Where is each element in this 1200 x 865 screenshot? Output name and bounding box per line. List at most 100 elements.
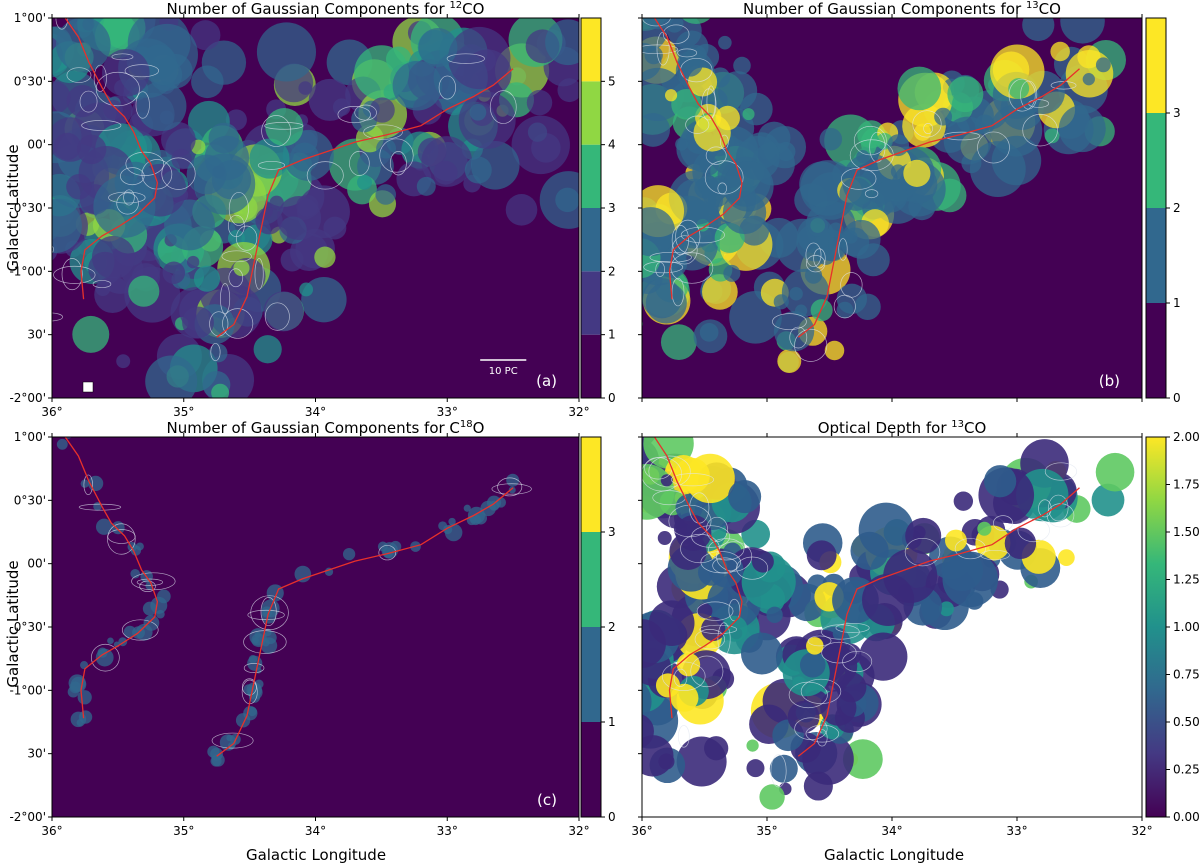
x-tick-label: 34° — [305, 824, 326, 838]
x-tick-label: 32° — [1131, 824, 1152, 838]
y-tick-label: -0°30' — [9, 620, 46, 634]
colorbar-segment — [581, 532, 601, 627]
panel-b: Number of Gaussian Components for 13CO (b… — [638, 0, 1181, 405]
panel-title: Number of Gaussian Components for 12CO — [167, 0, 485, 18]
x-tick-label: 34° — [881, 824, 902, 838]
colorbar-tick-label: 3 — [608, 525, 616, 539]
y-tick-label: 00' — [27, 138, 46, 152]
colorbar-tick-label: 0.25 — [1173, 763, 1200, 777]
colorbar-tick-label: 3 — [1173, 106, 1181, 120]
colorbar-tick-label: 0 — [608, 810, 616, 824]
colorbar-tick-label: 1.75 — [1173, 478, 1200, 492]
colorbar-segment — [1146, 18, 1166, 113]
panel-d: 36° 35° 34° 33° 32° Optical Depth for 13CO (d)… — [631, 419, 1200, 838]
y-tick-label: 00' — [27, 557, 46, 571]
y-tick-label: 0°30' — [14, 493, 46, 507]
y-tick-label: 30' — [27, 328, 46, 342]
map-image — [642, 437, 1142, 817]
y-tick-label: -2°00' — [9, 391, 46, 405]
filament-line — [216, 68, 514, 338]
colorbar-tick-label: 1 — [608, 715, 616, 729]
x-tick-label: 35° — [756, 824, 777, 838]
colorbar-segment — [1146, 303, 1166, 398]
beam-marker — [82, 381, 94, 393]
colorbar-segment — [581, 144, 601, 208]
y-tick-label: -1°00' — [9, 264, 46, 278]
colorbar-tick-label: 4 — [608, 138, 616, 152]
filament-line — [653, 18, 743, 300]
colorbar-tick-label: 1.25 — [1173, 573, 1200, 587]
map-image — [642, 18, 1142, 398]
panel-label: (b) — [1099, 372, 1120, 390]
colorbar-tick-label: 2 — [608, 264, 616, 278]
filament-line — [216, 487, 514, 757]
x-tick-label: 36° — [41, 405, 62, 419]
colorbar-tick-label: 0 — [1173, 391, 1181, 405]
colorbar-tick-label: 1 — [608, 328, 616, 342]
colorbar-tick-label: 1.50 — [1173, 525, 1200, 539]
colorbar-segment — [1146, 208, 1166, 303]
y-tick-label: 30' — [27, 747, 46, 761]
colorbar-tick-label: 3 — [608, 201, 616, 215]
colorbar-segment — [581, 18, 601, 82]
panel-title: Number of Gaussian Components for C18O — [167, 419, 485, 437]
colorbar-tick-label: 2 — [608, 620, 616, 634]
panel-label: (a) — [536, 372, 557, 390]
colorbar-segment — [1146, 113, 1166, 208]
map-image — [52, 18, 579, 398]
colorbar-tick-label: 0.00 — [1173, 810, 1200, 824]
x-tick-label: 35° — [173, 824, 194, 838]
colorbar: 0 1 2 3 — [580, 436, 616, 824]
colorbar-segment — [581, 722, 601, 817]
colorbar: 0 1 2 3 4 5 — [580, 17, 616, 405]
colorbar-segment — [581, 81, 601, 145]
colorbar-tick-label: 0 — [608, 391, 616, 405]
map-image — [52, 437, 579, 817]
y-tick-label: -0°30' — [9, 201, 46, 215]
x-axis-label-right: Galactic Longitude — [824, 846, 964, 864]
y-tick-label: 1°00' — [14, 430, 46, 444]
colorbar-gradient — [1146, 437, 1166, 817]
colorbar: 0.00 0.25 0.50 0.75 1.00 1.25 1.50 1.75 2.00 — [1145, 430, 1200, 824]
x-tick-label: 36° — [41, 824, 62, 838]
panel-title: Number of Gaussian Components for 13CO — [743, 0, 1061, 18]
x-tick-label: 34° — [305, 405, 326, 419]
colorbar-tick-label: 0.75 — [1173, 668, 1200, 682]
panel-label: (c) — [537, 791, 557, 809]
colorbar-segment — [581, 208, 601, 272]
colorbar-tick-label: 0.50 — [1173, 715, 1200, 729]
x-tick-label: 36° — [631, 824, 652, 838]
x-tick-label: 33° — [437, 824, 458, 838]
colorbar-tick-label: 5 — [608, 74, 616, 88]
colorbar-tick-label: 2.00 — [1173, 430, 1200, 444]
y-tick-label: 1°00' — [14, 11, 46, 25]
colorbar-segment — [581, 334, 601, 398]
colorbar-tick-label: 2 — [1173, 201, 1181, 215]
x-tick-label: 33° — [437, 405, 458, 419]
y-tick-label: -1°00' — [9, 683, 46, 697]
colorbar-segment — [581, 627, 601, 722]
filament-line — [64, 437, 159, 719]
colorbar-segment — [581, 271, 601, 335]
filament-line — [797, 487, 1080, 757]
y-axis-label-bottom: Galactic Latitude — [4, 560, 22, 687]
y-axis-label-top: Galactic Latitude — [4, 144, 22, 271]
x-axis-label-left: Galactic Longitude — [246, 846, 386, 864]
scalebar-label: 10 PC — [489, 366, 518, 377]
filament-line — [797, 68, 1080, 338]
filament-line — [64, 18, 159, 300]
x-tick-label: 35° — [173, 405, 194, 419]
y-tick-label: -2°00' — [9, 810, 46, 824]
panel-c: 36° 35° 34° 33° 32° 1°00' 0°30' 00' -0°30' -1°00'… — [9, 419, 615, 838]
x-tick-label: 32° — [568, 824, 589, 838]
panel-label: (d) — [1099, 791, 1120, 809]
colorbar: 0 1 2 3 — [1145, 17, 1181, 405]
colorbar-tick-label: 1.00 — [1173, 620, 1200, 634]
colorbar-segment — [581, 437, 601, 532]
panel-a: 36° 35° 34° 33° 32° 1°00' 0°30' 00' -0°30' -1°00'… — [9, 0, 616, 419]
x-tick-label: 33° — [1006, 824, 1027, 838]
x-tick-label: 32° — [568, 405, 589, 419]
filament-line — [653, 437, 743, 719]
colorbar-tick-label: 1 — [1173, 296, 1181, 310]
